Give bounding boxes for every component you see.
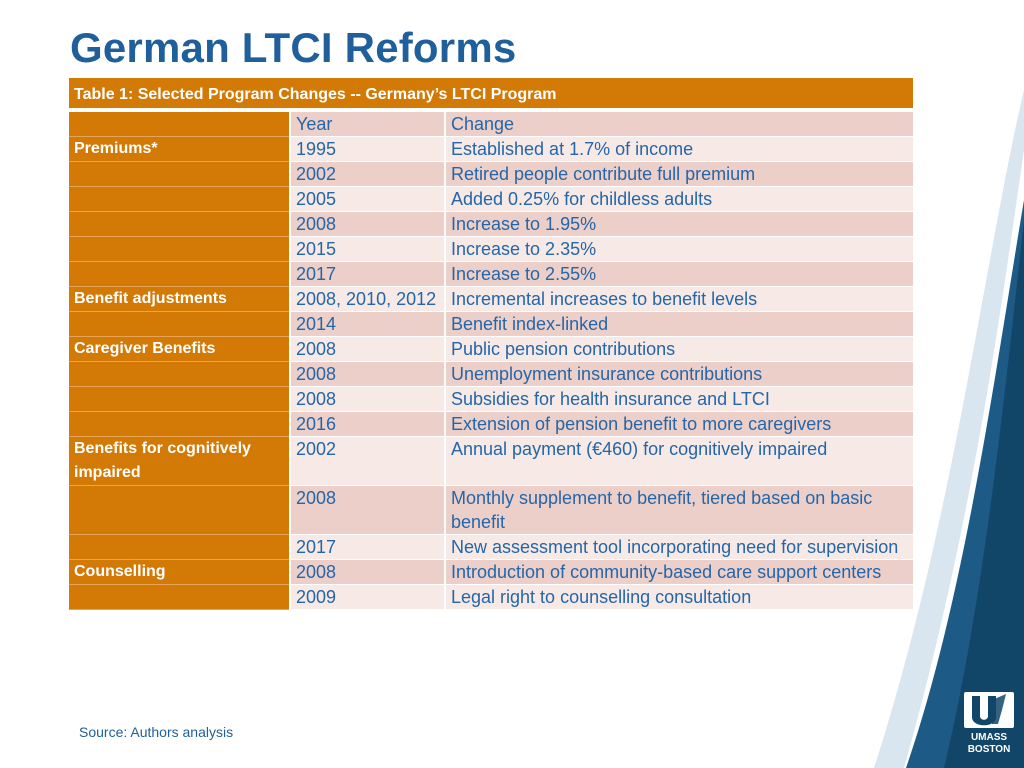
row-year: 2008: [289, 559, 445, 585]
row-change: Extension of pension benefit to more car…: [444, 411, 913, 437]
row-change: Annual payment (€460) for cognitively im…: [444, 436, 913, 486]
table-row: 2017 Increase to 2.55%: [69, 261, 913, 287]
row-year: 2017: [289, 261, 445, 287]
row-category: Benefit adjustments: [69, 286, 290, 312]
table-row: 2008 Monthly supplement to benefit, tiere…: [69, 485, 913, 535]
row-year: 2008: [289, 485, 445, 535]
table-row: 2008 Increase to 1.95%: [69, 211, 913, 237]
row-category: [69, 584, 290, 610]
row-change: Legal right to counselling consultation: [444, 584, 913, 610]
row-category: Caregiver Benefits: [69, 336, 290, 362]
table-row: 2015 Increase to 2.35%: [69, 236, 913, 262]
row-category: [69, 236, 290, 262]
row-change: Incremental increases to benefit levels: [444, 286, 913, 312]
table-row: 2014 Benefit index-linked: [69, 311, 913, 337]
row-category: Premiums*: [69, 136, 290, 162]
table-row: 2005 Added 0.25% for childless adults: [69, 186, 913, 212]
row-year: 2002: [289, 436, 445, 486]
umass-boston-logo: UMASS BOSTON: [964, 692, 1014, 755]
row-change: Benefit index-linked: [444, 311, 913, 337]
table-row: Premiums* 1995 Established at 1.7% of inco…: [69, 136, 913, 162]
table-row: 2017 New assessment tool incorporating ne…: [69, 534, 913, 560]
row-year: 2009: [289, 584, 445, 610]
row-year: 2008: [289, 386, 445, 412]
row-category: [69, 211, 290, 237]
row-year: 2008: [289, 336, 445, 362]
source-note: Source: Authors analysis: [79, 724, 234, 740]
row-year: 1995: [289, 136, 445, 162]
row-year: 2008: [289, 361, 445, 387]
row-year: 2016: [289, 411, 445, 437]
header-change: Change: [444, 112, 913, 137]
table-row: 2002 Retired people contribute full premi…: [69, 161, 913, 187]
row-year: 2002: [289, 161, 445, 187]
program-changes-table: Table 1: Selected Program Changes -- Ger…: [69, 78, 913, 610]
table-row: Benefits for cognitively impaired 2002 Ann…: [69, 436, 913, 486]
table-row: Counselling 2008 Introduction of community…: [69, 559, 913, 585]
row-change: Retired people contribute full premium: [444, 161, 913, 187]
row-category: [69, 485, 290, 535]
table-caption: Table 1: Selected Program Changes -- Ger…: [69, 78, 913, 112]
header-category: [69, 112, 290, 137]
row-category: [69, 311, 290, 337]
row-change: Public pension contributions: [444, 336, 913, 362]
page-title: German LTCI Reforms: [70, 24, 517, 71]
row-category: [69, 186, 290, 212]
row-category: Benefits for cognitively impaired: [69, 436, 290, 486]
row-year: 2005: [289, 186, 445, 212]
row-year: 2017: [289, 534, 445, 560]
row-category: [69, 534, 290, 560]
row-category: [69, 386, 290, 412]
row-change: Monthly supplement to benefit, tiered ba…: [444, 485, 913, 535]
table-row: 2008 Subsidies for health insurance and L…: [69, 386, 913, 412]
table-row: Caregiver Benefits 2008 Public pension con…: [69, 336, 913, 362]
header-year: Year: [289, 112, 445, 137]
row-change: Increase to 2.55%: [444, 261, 913, 287]
row-change: Unemployment insurance contributions: [444, 361, 913, 387]
row-change: Increase to 2.35%: [444, 236, 913, 262]
row-category: [69, 261, 290, 287]
row-category: Counselling: [69, 559, 290, 585]
table-row: 2009 Legal right to counselling consultat…: [69, 584, 913, 610]
row-category: [69, 161, 290, 187]
row-change: Introduction of community-based care sup…: [444, 559, 913, 585]
row-category: [69, 361, 290, 387]
table-row: 2016 Extension of pension benefit to more…: [69, 411, 913, 437]
decorative-swoosh: [874, 90, 1024, 768]
row-change: Increase to 1.95%: [444, 211, 913, 237]
row-change: New assessment tool incorporating need f…: [444, 534, 913, 560]
row-year: 2015: [289, 236, 445, 262]
row-category: [69, 411, 290, 437]
row-year: 2014: [289, 311, 445, 337]
row-year: 2008: [289, 211, 445, 237]
table-body: Year Change Premiums* 1995 Established at …: [69, 112, 913, 610]
table-row: Benefit adjustments 2008, 2010, 2012 Incre…: [69, 286, 913, 312]
table-row: 2008 Unemployment insurance contributions: [69, 361, 913, 387]
table-header-row: Year Change: [69, 112, 913, 137]
logo-text-line1: UMASS: [971, 732, 1007, 743]
row-change: Added 0.25% for childless adults: [444, 186, 913, 212]
row-change: Subsidies for health insurance and LTCI: [444, 386, 913, 412]
logo-text-line2: BOSTON: [968, 744, 1011, 755]
row-year: 2008, 2010, 2012: [289, 286, 445, 312]
row-change: Established at 1.7% of income: [444, 136, 913, 162]
